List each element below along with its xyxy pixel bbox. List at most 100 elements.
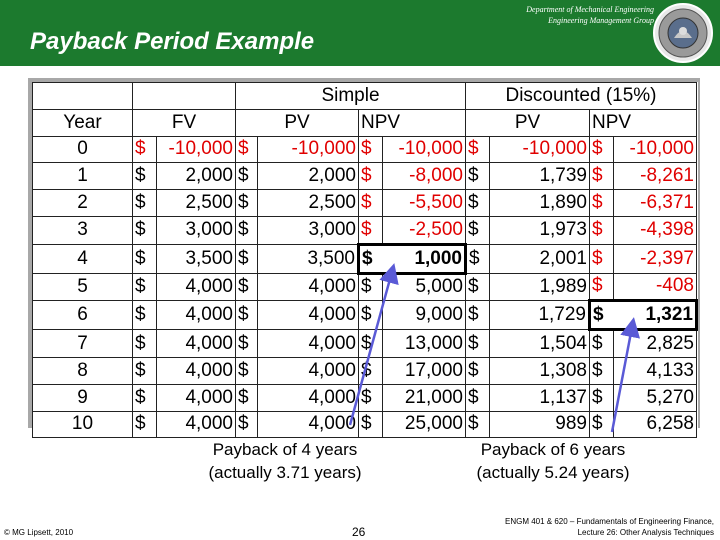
- pv-currency-cell: $: [235, 383, 258, 412]
- simple-payback-note: Payback of 4 years (actually 3.71 years): [180, 438, 390, 484]
- pv-value-cell: 2,000: [257, 162, 359, 191]
- table-row: 3 $3,000 $3,000 $ -2,500 $1,973 $ -4,398: [32, 215, 697, 245]
- department-label: Department of Mechanical Engineering Eng…: [526, 4, 654, 26]
- dpv-value-cell: 1,973: [489, 215, 590, 245]
- fv-value-cell: -10,000: [156, 135, 236, 164]
- year-cell: 6: [32, 300, 133, 331]
- table-row: 2 $2,500 $2,500 $ -5,500 $1,890 $ -6,371: [32, 189, 697, 217]
- dnpv-value-cell: 4,133: [613, 356, 697, 385]
- fv-value-cell: 4,000: [156, 383, 236, 412]
- dpv-value-cell: 1,137: [489, 383, 590, 412]
- dpv-currency-cell: $: [465, 356, 490, 385]
- pv-header: PV: [235, 108, 359, 137]
- table-row: 6 $4,000 $4,000 $9,000 $1,729 $1,321: [32, 299, 698, 332]
- dpv-currency-cell: $: [465, 189, 490, 217]
- course-title: ENGM 401 & 620 – Fundamentals of Enginee…: [504, 517, 714, 526]
- fv-currency-cell: $: [132, 300, 157, 331]
- dpv-value-cell: 989: [489, 410, 590, 439]
- year-cell: 4: [32, 243, 133, 274]
- pv-currency-cell: $: [235, 272, 258, 302]
- fv-currency-cell: $: [132, 356, 157, 385]
- discounted-group-header: Discounted (15%): [465, 82, 697, 110]
- dnpv-value-cell: -4,398: [613, 215, 697, 245]
- table-row: 5 $4,000 $4,000 $5,000 $1,989 $ -408: [32, 272, 697, 302]
- fv-currency-cell: $: [132, 272, 157, 302]
- discounted-pv-header: PV: [465, 108, 590, 137]
- year-cell: 2: [32, 189, 133, 217]
- dpv-value-cell: 1,308: [489, 356, 590, 385]
- dpv-currency-cell: $: [465, 383, 490, 412]
- fv-value-cell: 4,000: [156, 329, 236, 358]
- fv-value-cell: 4,000: [156, 272, 236, 302]
- dnpv-value-cell: -10,000: [613, 135, 697, 164]
- npv-value-cell: 1,000: [382, 242, 467, 275]
- npv-value-cell: 21,000: [382, 383, 466, 412]
- year-cell: 8: [32, 356, 133, 385]
- pv-value-cell: 4,000: [257, 410, 359, 439]
- payback-table-body: 0 $ -10,000 $ -10,000 $ -10,000 $ -10,000 $ -10,00…: [32, 135, 698, 439]
- fv-currency-cell: $: [132, 329, 157, 358]
- table-row: 10 $4,000 $4,000 $25,000 $989 $6,258: [32, 410, 697, 439]
- payback-table-frame: Simple Discounted (15%) Year FV PV NPV P…: [28, 78, 700, 439]
- header-blank: [132, 82, 236, 110]
- dnpv-currency-cell: $: [589, 189, 614, 217]
- fv-value-cell: 3,000: [156, 215, 236, 245]
- dpv-currency-cell: $: [465, 329, 490, 358]
- fv-value-cell: 4,000: [156, 410, 236, 439]
- year-cell: 7: [32, 329, 133, 358]
- dnpv-value-cell: 2,825: [613, 329, 697, 358]
- simple-payback-line: Payback of 4 years: [212, 440, 358, 459]
- fv-currency-cell: $: [132, 410, 157, 439]
- dnpv-value-cell: -2,397: [613, 243, 697, 274]
- dnpv-value-cell: -8,261: [613, 162, 697, 191]
- table-row: 7 $4,000 $4,000 $13,000 $1,504 $2,825: [32, 329, 697, 358]
- simple-payback-actual: (actually 3.71 years): [208, 463, 362, 482]
- dnpv-currency-cell: $: [589, 329, 614, 358]
- fv-value-cell: 2,000: [156, 162, 236, 191]
- dpv-value-cell: 1,739: [489, 162, 590, 191]
- npv-value-cell: 5,000: [382, 272, 466, 302]
- dpv-value-cell: 1,890: [489, 189, 590, 217]
- npv-value-cell: 13,000: [382, 329, 466, 358]
- dpv-currency-cell: $: [465, 243, 490, 274]
- pv-value-cell: 2,500: [257, 189, 359, 217]
- npv-value-cell: 17,000: [382, 356, 466, 385]
- fv-header: FV: [132, 108, 236, 137]
- group-header-row: Simple Discounted (15%): [32, 82, 697, 110]
- discounted-npv-header: NPV: [589, 108, 697, 137]
- npv-currency-cell: $: [358, 410, 383, 439]
- dnpv-value-cell: -6,371: [613, 189, 697, 217]
- npv-value-cell: -2,500: [382, 215, 466, 245]
- dpv-currency-cell: $: [465, 300, 490, 331]
- dnpv-value-cell: 6,258: [613, 410, 697, 439]
- fv-currency-cell: $: [132, 243, 157, 274]
- dnpv-value-cell: 1,321: [613, 299, 698, 332]
- pv-currency-cell: $: [235, 356, 258, 385]
- header-band: [0, 0, 720, 66]
- table-row: 9 $4,000 $4,000 $21,000 $1,137 $5,270: [32, 383, 697, 412]
- dpv-currency-cell: $: [465, 410, 490, 439]
- year-cell: 10: [32, 410, 133, 439]
- dnpv-currency-cell: $: [589, 215, 614, 245]
- pv-value-cell: 3,500: [257, 243, 359, 274]
- npv-currency-cell: $: [358, 189, 383, 217]
- fv-currency-cell: $: [132, 215, 157, 245]
- slide-title: Payback Period Example: [30, 28, 315, 55]
- fv-value-cell: 2,500: [156, 189, 236, 217]
- npv-currency-cell: $: [357, 242, 383, 275]
- column-header-row: Year FV PV NPV PV NPV: [32, 108, 697, 137]
- fv-value-cell: 4,000: [156, 300, 236, 331]
- pv-currency-cell: $: [235, 189, 258, 217]
- year-cell: 9: [32, 383, 133, 412]
- fv-currency-cell: $: [132, 162, 157, 191]
- table-row: 0 $ -10,000 $ -10,000 $ -10,000 $ -10,000 $ -10,00…: [32, 135, 697, 164]
- pv-value-cell: 4,000: [257, 329, 359, 358]
- pv-value-cell: 4,000: [257, 300, 359, 331]
- pv-value-cell: -10,000: [257, 135, 359, 164]
- dpv-currency-cell: $: [465, 135, 490, 164]
- dnpv-currency-cell: $: [588, 299, 614, 332]
- group-line: Engineering Management Group: [548, 16, 654, 25]
- fv-currency-cell: $: [132, 383, 157, 412]
- pv-currency-cell: $: [235, 135, 258, 164]
- npv-currency-cell: $: [358, 300, 383, 331]
